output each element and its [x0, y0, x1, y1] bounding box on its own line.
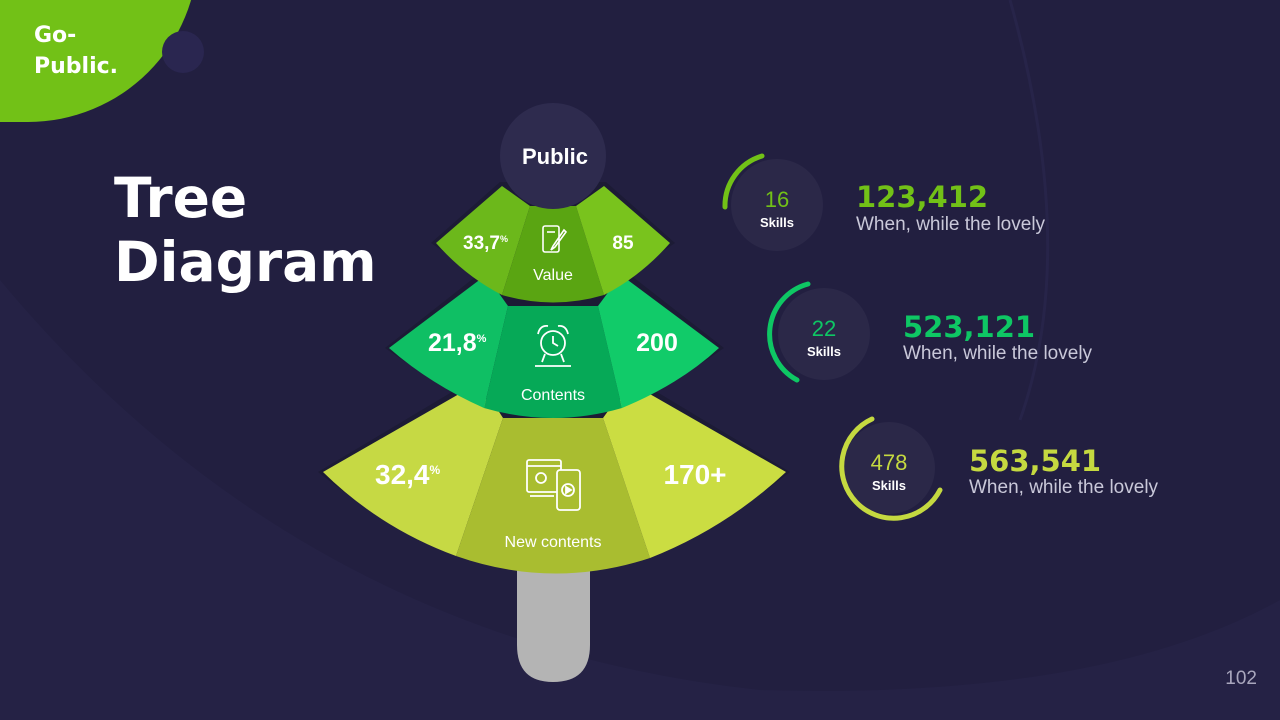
logo-dot [162, 31, 204, 73]
stat-ring-3-arc [839, 416, 943, 521]
stat-1-description: When, while the lovely [856, 214, 1046, 235]
tier-value-middle [502, 206, 604, 303]
stat-1-value: 123,412 [856, 180, 989, 214]
video-devices-icon [526, 459, 581, 511]
tier-contents-right [598, 275, 719, 408]
stat-3-skills-label: Skills [872, 478, 906, 493]
tier-contents-label: Contents [521, 387, 585, 404]
stat-1-skills-label: Skills [760, 215, 794, 230]
tier-value-left-value: 33,7% [463, 233, 508, 254]
tier-new-contents-left [323, 382, 503, 556]
tier-new-contents-right [603, 382, 786, 558]
top-label: Public [522, 144, 588, 169]
slide-title: Tree Diagram [114, 166, 377, 294]
stat-ring-2: 22 Skills [767, 281, 870, 383]
alarm-clock-icon [535, 325, 571, 367]
stat-2-skills-label: Skills [807, 344, 841, 359]
stat-3-value: 563,541 [969, 444, 1102, 478]
tier-value: 33,7% 85 Value [431, 182, 675, 303]
tier-new-contents-left-value: 32,4% [375, 459, 441, 490]
stat-2-description: When, while the lovely [903, 343, 1093, 364]
tree-trunk [517, 570, 590, 682]
stat-1-skills-value: 16 [765, 187, 789, 212]
tier-value-left [436, 186, 530, 295]
stat-ring-1: 16 Skills [722, 153, 823, 251]
tier-value-label: Value [533, 267, 573, 284]
title-line-2: Diagram [114, 230, 377, 294]
stat-ring-1-arc [722, 153, 765, 210]
tier-contents-right-value: 200 [636, 329, 678, 357]
tier-value-right-value: 85 [612, 233, 634, 254]
stat-ring-3: 478 Skills [839, 416, 943, 521]
stat-2-value: 523,121 [903, 310, 1036, 344]
tier-new-contents-label: New contents [505, 534, 602, 551]
tier-new-contents-right-value: 170+ [663, 459, 726, 490]
pen-tablet-icon [542, 225, 568, 253]
tier-value-right [576, 186, 670, 295]
tier-contents: 21,8% 200 Contents [385, 270, 724, 418]
stat-3-skills-value: 478 [871, 450, 908, 475]
page-number: 102 [1225, 668, 1257, 689]
tier-contents-left [389, 275, 508, 408]
tier-new-contents: 32,4% 170+ New contents [318, 377, 790, 574]
stat-ring-2-arc [767, 281, 811, 383]
tier-contents-middle [484, 306, 622, 418]
top-circle [500, 103, 606, 209]
tier-contents-left-value: 21,8% [428, 329, 487, 357]
stat-3-description: When, while the lovely [969, 477, 1159, 498]
stat-2-skills-value: 22 [812, 316, 836, 341]
logo-text: Go- Public. [34, 23, 119, 79]
title-line-1: Tree [114, 166, 248, 230]
